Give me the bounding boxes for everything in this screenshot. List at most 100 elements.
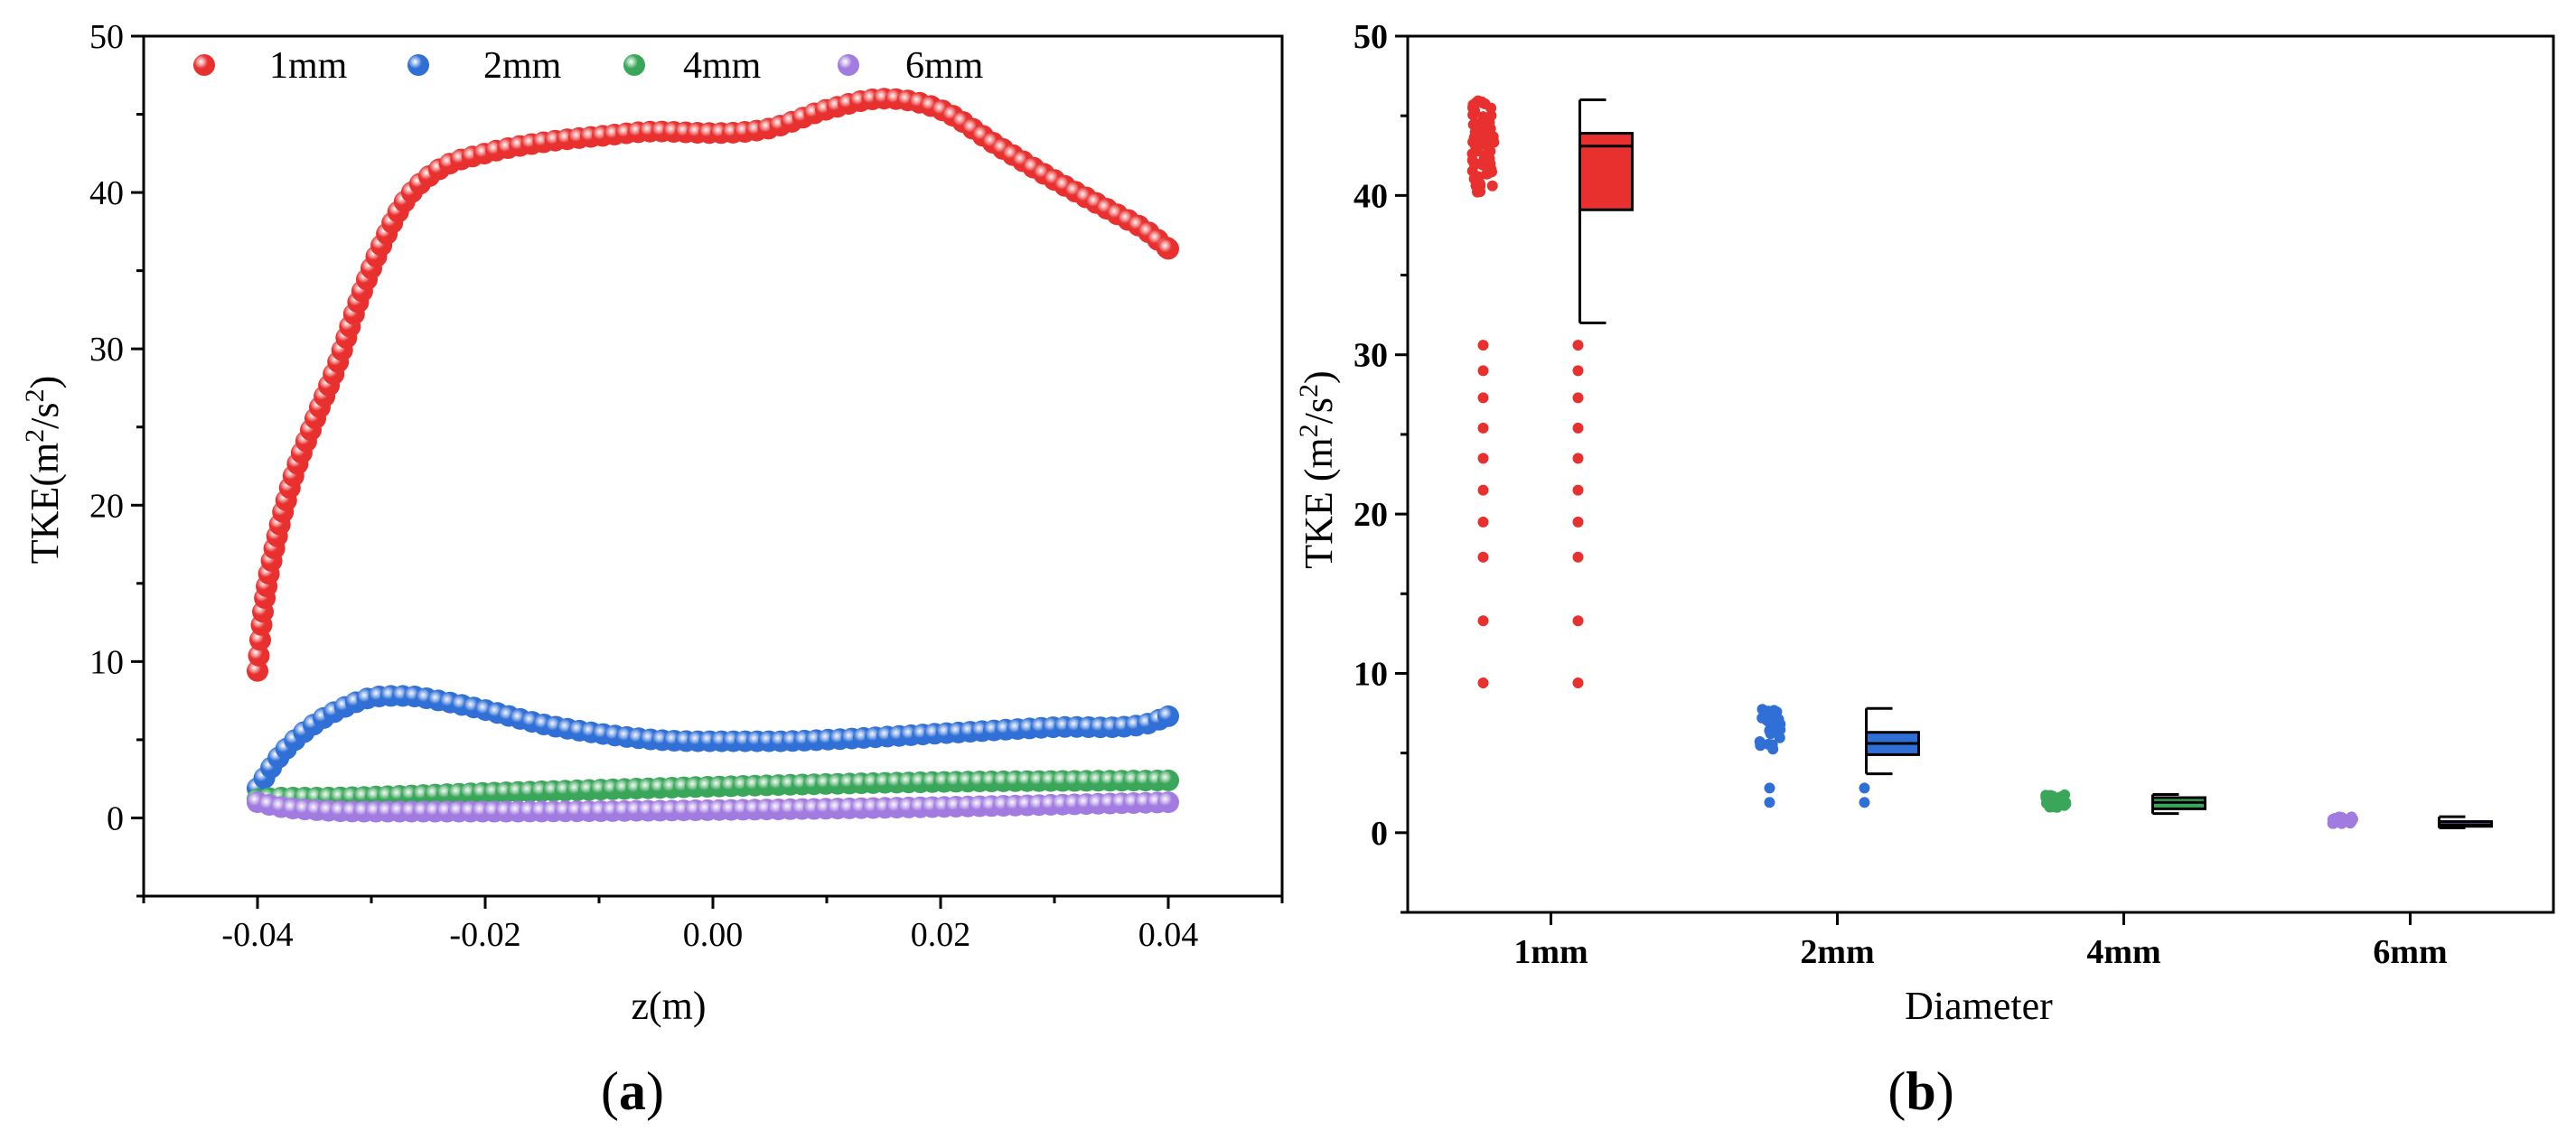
box-group-6mm xyxy=(2327,811,2493,830)
panel-a-y-ticks: 0 10 20 30 40 50 xyxy=(89,18,144,898)
raw-point-6mm xyxy=(2330,815,2342,827)
outlier-1mm xyxy=(1572,392,1584,404)
raw-point-1mm xyxy=(1477,365,1489,377)
raw-point-1mm xyxy=(1469,119,1481,131)
raw-point-1mm xyxy=(1477,422,1489,434)
panel-a-legend: 1mm 2mm 4mm 6mm xyxy=(193,45,984,87)
raw-point-1mm xyxy=(1485,145,1496,157)
panel-a-y-tick-label: 0 xyxy=(107,799,124,837)
panel-a-y-tick-label: 50 xyxy=(89,18,124,56)
outlier-1mm xyxy=(1572,340,1584,351)
outlier-1mm xyxy=(1572,422,1584,434)
panel-b-y-tick-label: 30 xyxy=(1354,337,1388,375)
panel-a-x-ticks: -0.04 -0.02 0.00 0.02 0.04 xyxy=(142,896,1284,954)
raw-point-2mm xyxy=(1774,732,1785,743)
legend-label-6mm: 6mm xyxy=(905,45,984,87)
outlier-2mm xyxy=(1859,782,1870,794)
panel-b-x-tick-label: 6mm xyxy=(2373,933,2447,971)
raw-point-4mm xyxy=(2056,795,2068,807)
panel-a-label: (a) xyxy=(601,1061,664,1121)
outlier-1mm xyxy=(1572,484,1584,496)
panel-b-y-axis-title: TKE (m2/s2) xyxy=(1294,370,1342,568)
raw-point-2mm xyxy=(1756,704,1768,715)
series-2mm xyxy=(247,685,1179,799)
raw-point-1mm xyxy=(1477,551,1489,563)
panel-a-plot-frame xyxy=(142,34,1284,898)
raw-point-2mm xyxy=(1767,743,1779,755)
raw-point-1mm xyxy=(1477,615,1489,627)
raw-point-1mm xyxy=(1484,117,1495,128)
legend-marker-4mm xyxy=(623,54,645,76)
raw-point-1mm xyxy=(1470,97,1482,108)
outlier-2mm xyxy=(1859,797,1870,808)
panel-a-x-tick-label: -0.04 xyxy=(221,916,293,954)
panel-b-x-tick-label: 2mm xyxy=(1800,933,1874,971)
data-point-6mm xyxy=(1157,791,1179,814)
data-point-2mm xyxy=(1157,705,1179,727)
panel-a-y-tick-label: 10 xyxy=(89,643,124,681)
panel-a-x-tick-label: -0.02 xyxy=(449,916,520,954)
panel-a-x-axis-title: z(m) xyxy=(631,984,706,1028)
panel-a-y-tick-label: 30 xyxy=(89,331,124,369)
raw-point-1mm xyxy=(1475,136,1487,148)
data-point-1mm xyxy=(248,644,270,667)
raw-point-1mm xyxy=(1477,677,1489,689)
raw-point-1mm xyxy=(1477,453,1489,464)
raw-point-1mm xyxy=(1486,180,1498,192)
raw-point-2mm xyxy=(1756,712,1768,724)
raw-point-1mm xyxy=(1477,484,1489,496)
raw-point-1mm xyxy=(1481,168,1493,180)
raw-point-1mm xyxy=(1477,516,1489,528)
box-group-2mm xyxy=(1754,704,1920,808)
raw-point-1mm xyxy=(1488,136,1500,148)
panel-b-y-tick-label: 50 xyxy=(1354,18,1388,56)
panel-b-y-tick-label: 40 xyxy=(1354,177,1388,215)
panel-a-x-tick-label: 0.04 xyxy=(1138,916,1199,954)
raw-point-1mm xyxy=(1477,340,1489,351)
raw-point-1mm xyxy=(1469,105,1481,117)
raw-point-1mm xyxy=(1483,158,1494,169)
raw-point-2mm xyxy=(1754,736,1766,747)
outlier-1mm xyxy=(1572,453,1584,464)
panel-b-plot-frame xyxy=(1406,34,2555,914)
outlier-1mm xyxy=(1572,677,1584,689)
raw-point-1mm xyxy=(1472,186,1483,198)
raw-point-1mm xyxy=(1466,154,1478,166)
series-6mm xyxy=(247,791,1179,823)
panel-b-x-tick-label: 1mm xyxy=(1513,933,1588,971)
panel-a-x-tick-label: 0.00 xyxy=(683,916,744,954)
outlier-1mm xyxy=(1572,615,1584,627)
legend-marker-2mm xyxy=(407,54,429,76)
raw-point-1mm xyxy=(1475,178,1485,190)
panel-b-x-axis-title: Diameter xyxy=(1905,984,2053,1028)
raw-point-2mm xyxy=(1767,720,1779,732)
panel-b: 1mm 2mm 4mm 6mm 0 10 20 30 40 50 Diameter TKE (m… xyxy=(1294,18,2555,1121)
outlier-1mm xyxy=(1572,365,1584,377)
panel-b-x-ticks: 1mm 2mm 4mm 6mm xyxy=(1513,912,2448,971)
panel-b-x-tick-label: 4mm xyxy=(2086,933,2160,971)
panel-b-y-tick-label: 10 xyxy=(1354,655,1388,693)
legend-marker-1mm xyxy=(193,54,215,76)
panel-a-x-tick-label: 0.02 xyxy=(911,916,971,954)
legend-label-1mm: 1mm xyxy=(269,45,348,87)
legend-marker-6mm xyxy=(838,54,859,76)
legend-label-2mm: 2mm xyxy=(483,45,562,87)
raw-point-2mm xyxy=(1764,797,1775,808)
raw-point-2mm xyxy=(1764,782,1775,794)
panel-a-y-tick-label: 40 xyxy=(89,174,124,212)
panel-b-y-tick-label: 20 xyxy=(1354,496,1388,534)
raw-point-2mm xyxy=(1767,705,1779,717)
panel-b-label: (b) xyxy=(1888,1061,1953,1121)
panel-a: -0.04 -0.02 0.00 0.02 0.04 0 10 20 30 40 50 1mm 2… xyxy=(20,18,1284,1121)
panel-b-boxes xyxy=(1466,95,2493,830)
legend-label-4mm: 4mm xyxy=(683,45,762,87)
data-point-4mm xyxy=(1157,769,1179,791)
series-1mm xyxy=(247,88,1179,682)
raw-point-4mm xyxy=(2044,801,2056,813)
box-group-4mm xyxy=(2040,789,2206,816)
outlier-1mm xyxy=(1572,516,1584,528)
panel-a-y-axis-title: TKE(m2/s2) xyxy=(20,376,68,564)
panel-b-y-ticks: 0 10 20 30 40 50 xyxy=(1354,18,1408,914)
panel-a-y-tick-label: 20 xyxy=(89,487,124,525)
